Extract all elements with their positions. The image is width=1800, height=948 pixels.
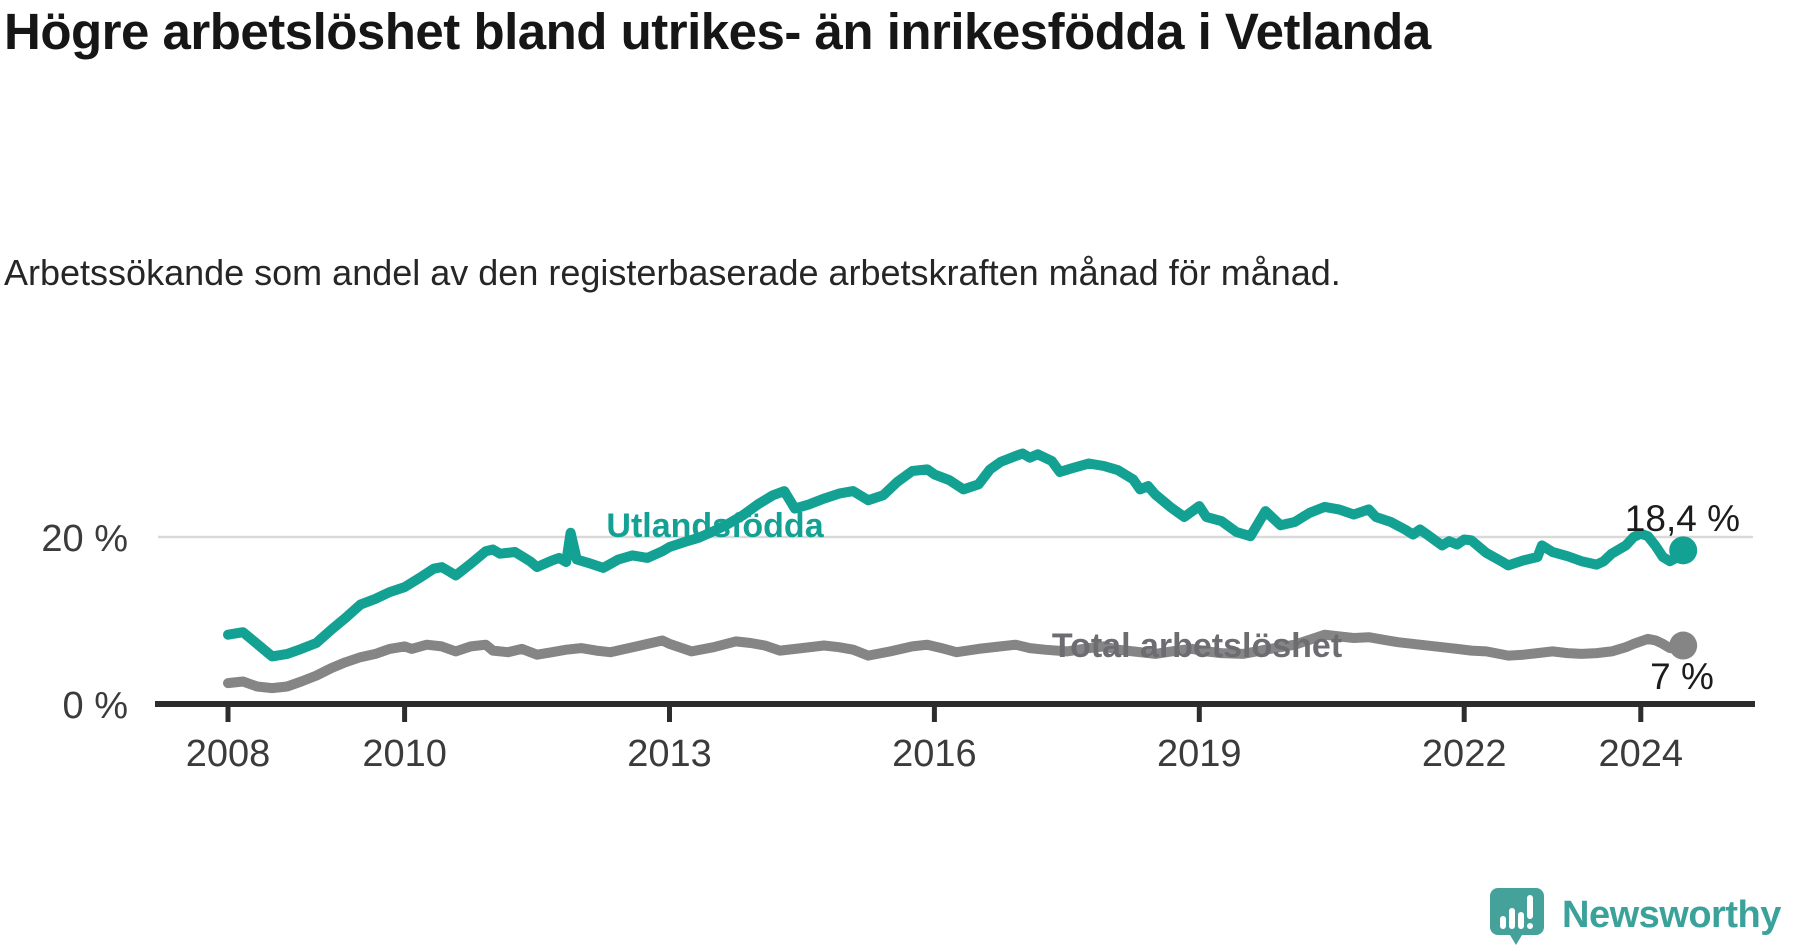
series-label-total-arbetsloshet: Total arbetslöshet	[1051, 627, 1343, 665]
x-tick-label-2019: 2019	[1157, 733, 1242, 775]
y-tick-label-20: 20 %	[41, 518, 128, 560]
line-utlandsfodda	[223, 448, 1689, 662]
y-tick-label-0: 0 %	[63, 685, 128, 727]
chart-title: Högre arbetslöshet bland utrikes- än inr…	[4, 3, 1431, 60]
chart-subtitle: Arbetssökande som andel av den registerb…	[4, 252, 1341, 293]
newsworthy-wordmark: Newsworthy	[1562, 893, 1781, 936]
x-tick-label-2022: 2022	[1422, 733, 1507, 775]
x-tick-label-2016: 2016	[892, 733, 977, 775]
end-dot-utlandsfodda	[1669, 536, 1698, 565]
x-tick-label-2013: 2013	[627, 733, 712, 775]
end-value-utlandsfodda: 18,4 %	[1624, 498, 1740, 539]
line-total	[223, 629, 1689, 694]
series-label-utlandsfodda: Utlandsfödda	[606, 507, 824, 545]
end-value-total: 7 %	[1650, 656, 1714, 697]
x-tick-label-2010: 2010	[362, 733, 447, 775]
newsworthy-speech-bubble-chart-icon	[1490, 888, 1544, 945]
newsworthy-logo: Newsworthy	[1484, 882, 1800, 948]
x-tick-label-2008: 2008	[186, 733, 271, 775]
end-dot-total	[1669, 631, 1698, 660]
x-tick-label-2024: 2024	[1599, 733, 1684, 775]
